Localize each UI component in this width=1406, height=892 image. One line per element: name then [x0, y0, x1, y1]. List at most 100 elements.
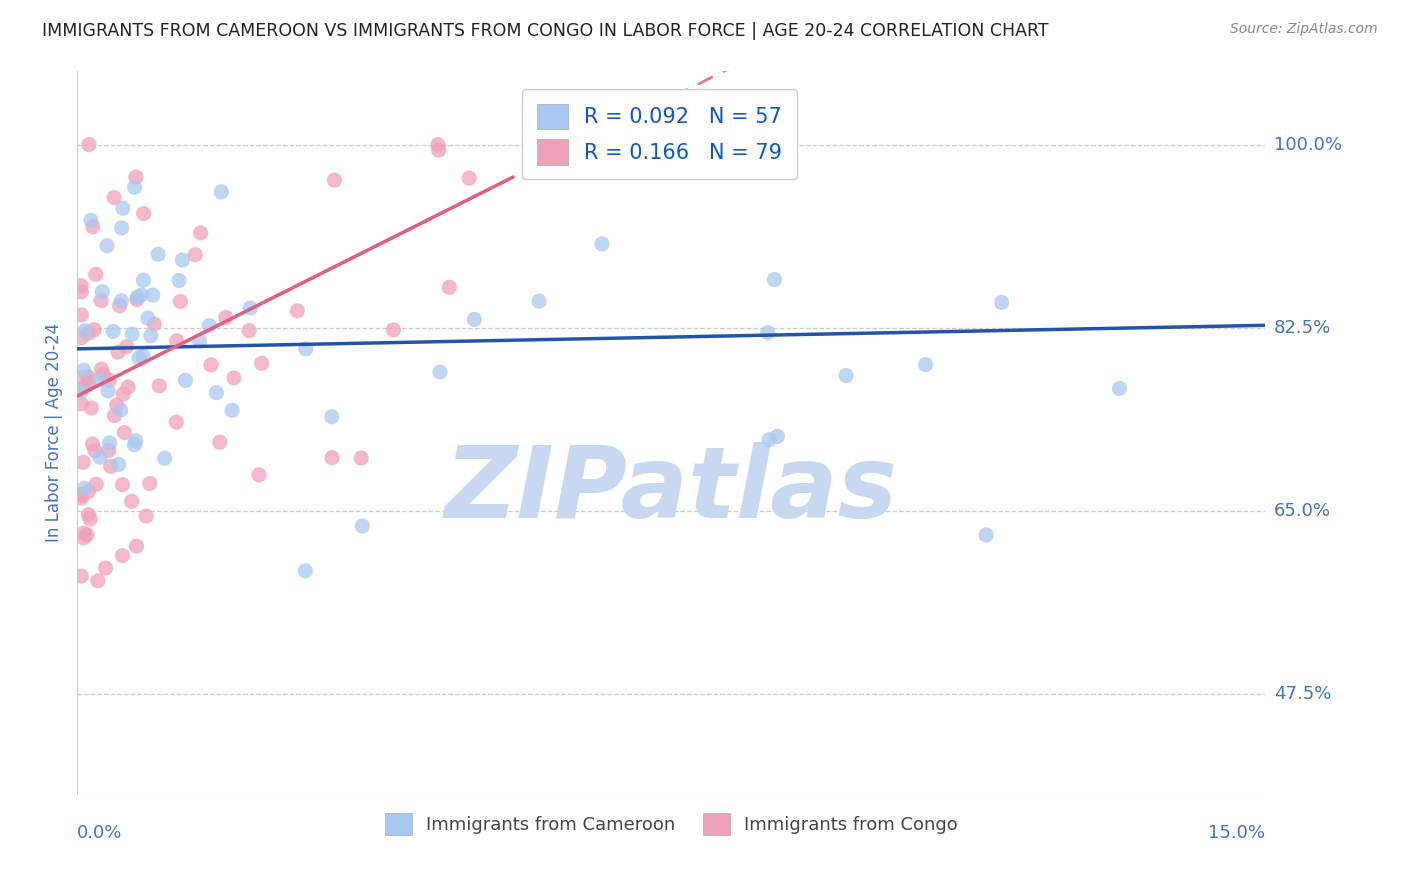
Point	[112, 387, 135, 401]
Point	[110, 221, 132, 235]
Point	[70, 382, 93, 396]
Point	[143, 317, 166, 331]
Point	[115, 340, 138, 354]
Point	[221, 403, 243, 417]
Text: Source: ZipAtlas.com: Source: ZipAtlas.com	[1230, 22, 1378, 37]
Point	[125, 539, 148, 553]
Point	[96, 238, 118, 252]
Point	[132, 349, 155, 363]
Point	[974, 528, 997, 542]
Point	[763, 272, 786, 286]
Point	[91, 368, 114, 382]
Point	[77, 375, 100, 389]
Point	[215, 310, 238, 325]
Point	[77, 508, 100, 522]
Point	[247, 467, 270, 482]
Point	[90, 362, 112, 376]
Point	[208, 435, 231, 450]
Point	[184, 248, 207, 262]
Point	[83, 323, 105, 337]
Y-axis label: In Labor Force | Age 20-24: In Labor Force | Age 20-24	[45, 323, 63, 542]
Point	[84, 268, 107, 282]
Point	[914, 358, 936, 372]
Point	[124, 180, 146, 194]
Point	[132, 273, 155, 287]
Point	[112, 425, 135, 440]
Point	[148, 379, 170, 393]
Point	[105, 398, 128, 412]
Point	[165, 415, 187, 429]
Point	[439, 280, 461, 294]
Legend: Immigrants from Cameroon, Immigrants from Congo: Immigrants from Cameroon, Immigrants fro…	[378, 806, 965, 843]
Point	[111, 549, 134, 563]
Point	[70, 487, 93, 501]
Point	[90, 293, 112, 308]
Point	[127, 290, 149, 304]
Point	[321, 409, 343, 424]
Point	[429, 365, 451, 379]
Point	[110, 403, 132, 417]
Point	[73, 526, 96, 541]
Point	[83, 443, 105, 458]
Point	[458, 171, 481, 186]
Point	[527, 294, 550, 309]
Point	[108, 299, 131, 313]
Point	[100, 459, 122, 474]
Point	[591, 236, 613, 251]
Text: 0.0%: 0.0%	[77, 824, 122, 842]
Point	[111, 477, 134, 491]
Point	[98, 436, 121, 450]
Point	[103, 190, 125, 204]
Text: 65.0%: 65.0%	[1274, 502, 1330, 520]
Point	[103, 409, 125, 423]
Point	[77, 137, 100, 152]
Point	[89, 450, 111, 464]
Point	[285, 303, 308, 318]
Point	[79, 512, 101, 526]
Point	[125, 434, 148, 448]
Point	[97, 384, 120, 398]
Point	[70, 569, 93, 583]
Point	[200, 358, 222, 372]
Point	[167, 274, 190, 288]
Point	[142, 288, 165, 302]
Point	[73, 363, 96, 377]
Point	[172, 252, 194, 267]
Point	[125, 293, 148, 307]
Point	[70, 384, 93, 399]
Point	[101, 324, 124, 338]
Point	[80, 401, 103, 415]
Point	[73, 481, 96, 495]
Point	[758, 433, 780, 447]
Point	[84, 477, 107, 491]
Point	[1108, 382, 1130, 396]
Point	[70, 371, 93, 385]
Point	[190, 226, 212, 240]
Point	[87, 574, 110, 588]
Text: 47.5%: 47.5%	[1274, 685, 1331, 704]
Point	[121, 326, 143, 341]
Point	[174, 373, 197, 387]
Point	[463, 312, 485, 326]
Point	[321, 450, 343, 465]
Point	[82, 437, 104, 451]
Point	[111, 201, 134, 215]
Point	[350, 450, 373, 465]
Point	[188, 334, 211, 348]
Point	[169, 294, 191, 309]
Text: 82.5%: 82.5%	[1274, 319, 1331, 337]
Point	[97, 443, 120, 458]
Point	[77, 376, 100, 391]
Point	[427, 143, 450, 157]
Point	[77, 484, 100, 499]
Point	[117, 380, 139, 394]
Point	[82, 219, 104, 234]
Point	[835, 368, 858, 383]
Text: 100.0%: 100.0%	[1274, 136, 1341, 153]
Point	[382, 323, 405, 337]
Point	[323, 173, 346, 187]
Point	[94, 561, 117, 575]
Point	[427, 137, 450, 152]
Point	[128, 351, 150, 365]
Point	[76, 528, 98, 542]
